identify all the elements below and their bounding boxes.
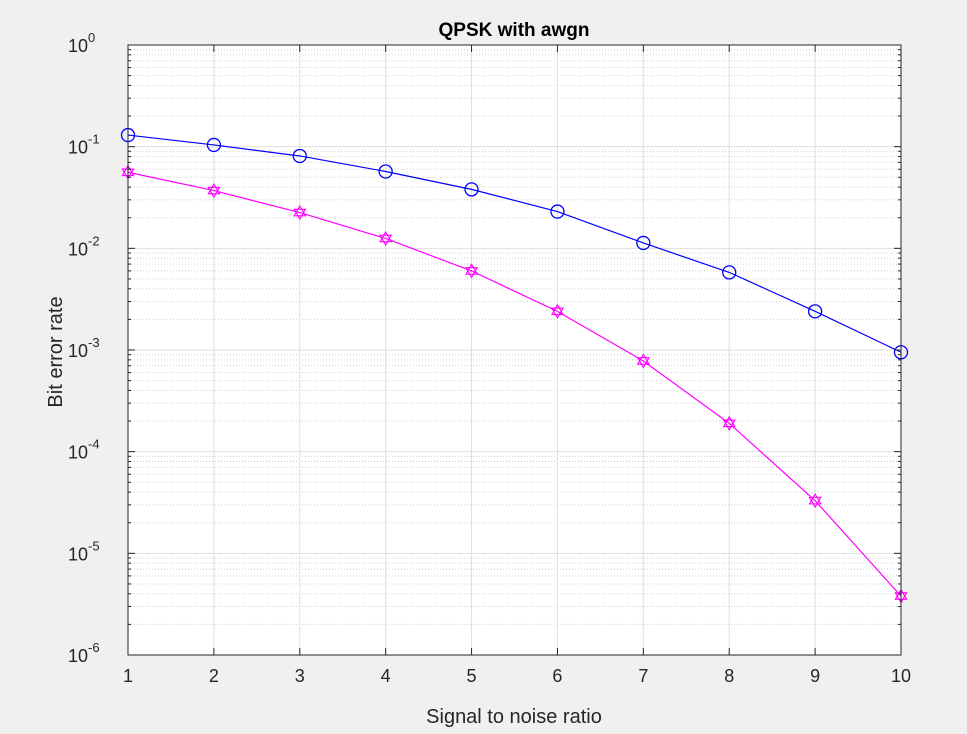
- y-tick-exponent: -3: [88, 335, 100, 350]
- x-tick-label: 2: [209, 666, 219, 686]
- y-tick-label: 10: [68, 138, 88, 158]
- data-point: [206, 137, 222, 153]
- data-point: [808, 493, 822, 509]
- series-2: [121, 164, 908, 604]
- y-tick-label: 10: [68, 544, 88, 564]
- data-point: [207, 182, 221, 199]
- x-tick-label: 9: [810, 666, 820, 686]
- data-point: [550, 303, 565, 319]
- data-point: [636, 235, 651, 251]
- x-tick-label: 8: [724, 666, 734, 686]
- y-tick-base: 10: [68, 646, 88, 666]
- chart-title: QPSK with awgn: [439, 20, 590, 41]
- data-point: [379, 230, 393, 247]
- x-tick-label: 7: [638, 666, 648, 686]
- x-axis-label: Signal to noise ratio: [426, 706, 602, 728]
- data-point: [292, 148, 307, 164]
- x-tick-label: 5: [467, 666, 477, 686]
- y-tick-exponent: -2: [88, 233, 100, 248]
- y-tick-label: 10: [68, 341, 88, 361]
- x-tick-label: 4: [381, 666, 391, 686]
- y-tick-exponent: -6: [88, 640, 100, 655]
- x-tick-label: 10: [891, 666, 911, 686]
- data-point: [293, 204, 307, 221]
- y-tick-exponent: -5: [88, 538, 100, 553]
- data-point: [464, 263, 479, 279]
- y-tick-base: 10: [68, 544, 88, 564]
- y-tick-label: 10: [68, 443, 88, 463]
- data-point: [722, 265, 737, 280]
- y-tick-label: 10: [68, 646, 88, 666]
- y-tick-base: 10: [68, 138, 88, 158]
- data-point: [550, 204, 565, 219]
- y-tick-base: 10: [68, 239, 88, 259]
- y-tick-label: 10: [68, 36, 88, 56]
- data-point: [378, 164, 393, 179]
- data-point: [807, 304, 823, 319]
- y-tick-base: 10: [68, 341, 88, 361]
- y-tick-base: 10: [68, 36, 88, 56]
- y-axis-label: Bit error rate: [45, 296, 67, 407]
- y-tick-label: 10: [68, 239, 88, 259]
- y-tick-exponent: 0: [88, 30, 95, 45]
- y-tick-exponent: -1: [88, 132, 100, 147]
- series-line: [127, 171, 902, 597]
- y-tick-base: 10: [68, 443, 88, 463]
- data-point: [464, 182, 479, 197]
- data-point: [636, 353, 650, 369]
- y-tick-exponent: -4: [88, 437, 100, 452]
- x-tick-label: 6: [552, 666, 562, 686]
- data-point: [722, 415, 736, 431]
- series-line: [127, 134, 902, 353]
- x-tick-label: 3: [295, 666, 305, 686]
- x-tick-label: 1: [123, 666, 133, 686]
